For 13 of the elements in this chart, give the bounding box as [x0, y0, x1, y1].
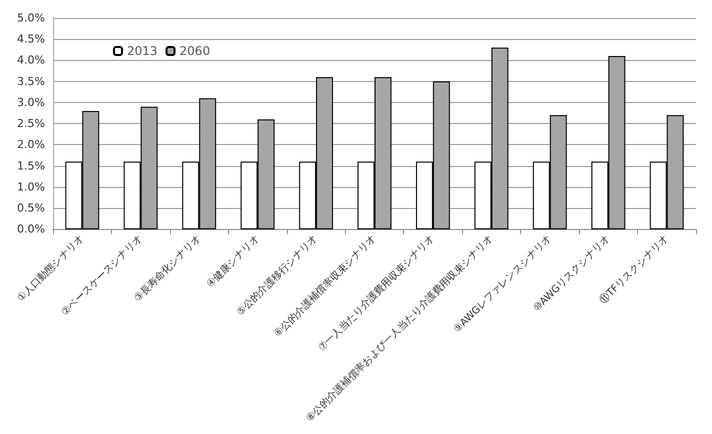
y-tick-label: 2.0%	[17, 138, 45, 152]
y-tick-label: 1.0%	[17, 180, 45, 194]
y-tick-label: 3.0%	[17, 96, 45, 109]
y-tick-label: 5.0%	[17, 12, 45, 24]
y-tick-label: 0.5%	[17, 202, 45, 215]
y-tick-label: 4.0%	[17, 54, 45, 67]
legend-label: 2060	[180, 44, 210, 58]
y-tick-label: 0.0%	[17, 222, 45, 236]
y-tick-label: 4.5%	[17, 32, 45, 46]
legend-label: 2013	[127, 44, 158, 58]
y-tick-label: 2.5%	[17, 117, 45, 130]
y-tick-label: 1.5%	[17, 159, 45, 172]
y-tick-label: 3.5%	[17, 74, 45, 88]
